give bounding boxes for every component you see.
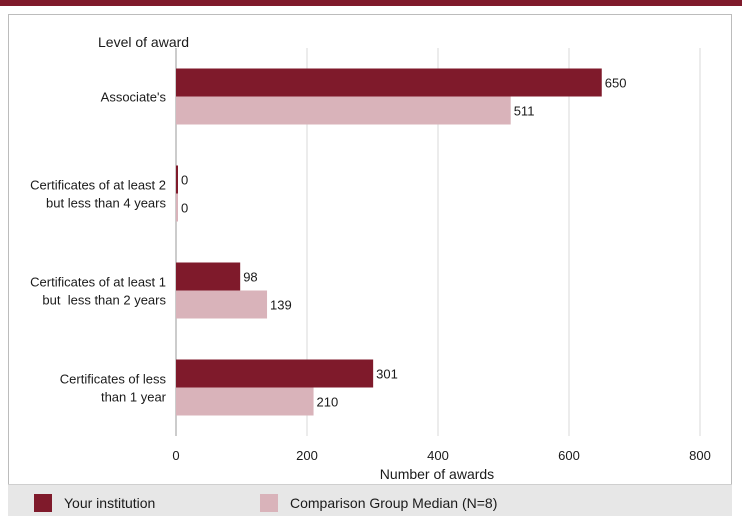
bar-chart: Level of award 0 200 400 600 800 Number of awa… (30, 34, 711, 482)
bar (176, 68, 602, 97)
x-tick-label: 0 (172, 448, 179, 463)
top-accent-rule (0, 0, 742, 6)
data-label: 650 (605, 76, 627, 91)
data-label: 98 (243, 270, 257, 285)
chart-legend: Your institution Comparison Group Median… (8, 484, 732, 516)
category-label: than 1 year (101, 390, 167, 405)
bar (176, 290, 268, 319)
bar (176, 359, 374, 388)
category-label: Certificates of at least 1 (30, 275, 166, 290)
x-axis-title: Number of awards (380, 466, 494, 482)
data-label: 0 (181, 201, 188, 216)
legend-swatch-comparison-group (260, 494, 278, 512)
data-label: 511 (514, 104, 535, 119)
category-label: but less than 2 years (42, 293, 166, 308)
category-label: Associate's (101, 90, 167, 105)
category-label: Certificates of less (60, 372, 167, 387)
x-tick-label: 200 (296, 448, 318, 463)
category-label: Certificates of at least 2 (30, 178, 166, 193)
legend-swatch-your-institution (34, 494, 52, 512)
legend-item-comparison-group: Comparison Group Median (N=8) (260, 494, 497, 512)
x-tick-label: 600 (558, 448, 580, 463)
data-label: 0 (181, 173, 188, 188)
bar (176, 193, 178, 222)
category-axis-title: Level of award (98, 34, 189, 50)
x-tick-label: 800 (689, 448, 711, 463)
bar (176, 262, 241, 291)
data-label: 139 (270, 298, 292, 313)
data-label: 210 (317, 395, 339, 410)
x-tick-label: 400 (427, 448, 449, 463)
data-label: 301 (376, 367, 398, 382)
bar (176, 387, 314, 416)
category-label: but less than 4 years (46, 196, 166, 211)
bar (176, 96, 511, 125)
legend-item-your-institution: Your institution (34, 494, 155, 512)
legend-label-comparison-group: Comparison Group Median (N=8) (290, 495, 498, 511)
legend-label-your-institution: Your institution (64, 495, 156, 511)
bar (176, 165, 178, 194)
